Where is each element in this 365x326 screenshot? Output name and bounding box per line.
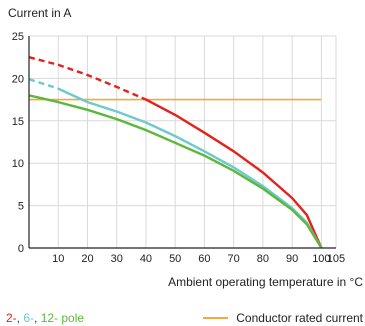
curve-6-solid (57, 87, 323, 249)
x-tick-label-105: 105 (327, 253, 345, 265)
x-tick-label-90: 90 (286, 253, 298, 265)
axes (28, 36, 336, 249)
legend-label-6-pole: 6- (23, 311, 34, 325)
legend-label-conductor: Conductor rated current (236, 311, 363, 325)
x-tick-label-60: 60 (198, 253, 210, 265)
y-axis-title: Current in A (8, 6, 71, 20)
y-tick-label-20: 20 (12, 73, 24, 85)
x-tick-label-40: 40 (140, 253, 152, 265)
x-tick-label-50: 50 (169, 253, 181, 265)
curve-12-pole-dashed (28, 94, 36, 98)
grid (29, 35, 337, 248)
curve-2-dashed (28, 56, 147, 101)
y-tick-labels: 0 5 10 15 20 25 (12, 31, 24, 255)
x-tick-label-10: 10 (52, 253, 64, 265)
legend: 2-, 6-, 12- pole Conductor rated current (6, 311, 364, 325)
x-axis-title: Ambient operating temperature in °C (168, 275, 363, 289)
legend-label-12-pole: 12- pole (41, 311, 85, 325)
legend-label-2-pole: 2- (6, 311, 17, 325)
x-tick-label-80: 80 (257, 253, 269, 265)
x-tick-label-20: 20 (81, 253, 93, 265)
x-tick-label-100: 100 (312, 253, 330, 265)
y-tick-label-15: 15 (12, 116, 24, 128)
y-tick-label-25: 25 (12, 31, 24, 43)
y-tick-label-0: 0 (18, 243, 24, 255)
legend-pole-labels: 2-, 6-, 12- pole (6, 311, 84, 325)
y-tick-label-10: 10 (12, 158, 24, 170)
curve-6-dashed (28, 78, 59, 90)
curve-12-pole-solid (34, 95, 323, 249)
x-tick-label-30: 30 (111, 253, 123, 265)
y-tick-label-5: 5 (18, 201, 24, 213)
curve-2-solid (145, 98, 323, 249)
series-curves (28, 56, 323, 249)
x-tick-label-70: 70 (228, 253, 240, 265)
